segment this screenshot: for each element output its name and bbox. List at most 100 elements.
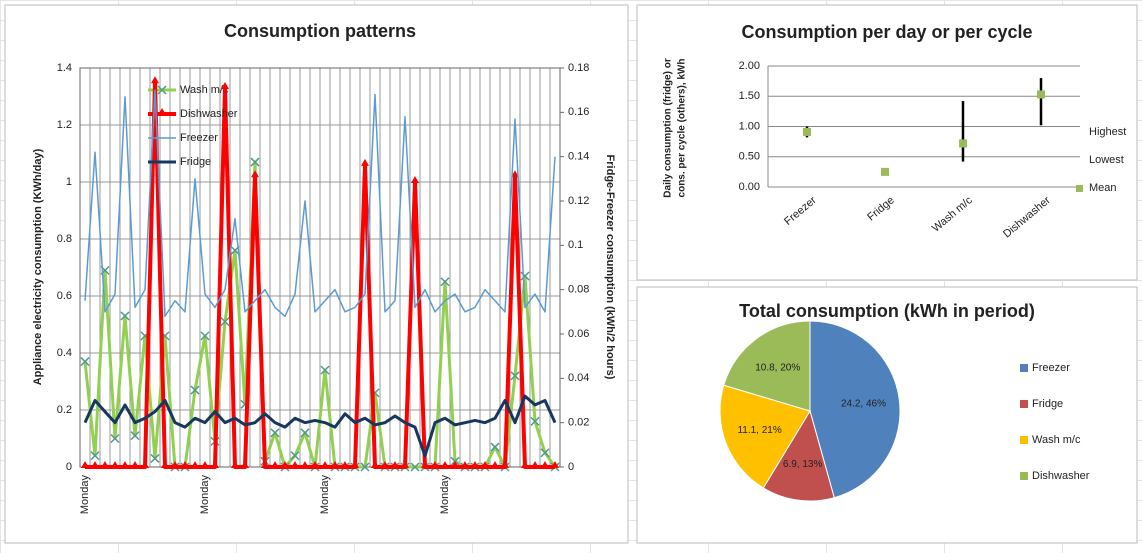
legend-label: Fridge bbox=[180, 156, 211, 168]
mean-marker bbox=[803, 127, 811, 136]
y2-tick-label: 0.06 bbox=[568, 328, 589, 340]
y-tick-label: 1 bbox=[66, 176, 72, 188]
legend-label: Wash m/c bbox=[1032, 434, 1081, 446]
marker bbox=[411, 176, 419, 183]
marker bbox=[90, 451, 100, 461]
series-line bbox=[84, 89, 556, 318]
marker bbox=[91, 461, 99, 468]
marker bbox=[301, 461, 309, 468]
y2-tick-label: 0 bbox=[568, 461, 574, 473]
marker bbox=[441, 461, 449, 468]
legend-label: Dishwasher bbox=[1032, 470, 1090, 482]
marker bbox=[491, 461, 499, 468]
marker bbox=[271, 461, 279, 468]
legend-label: Wash m/c bbox=[180, 84, 229, 96]
legend-label: Highest bbox=[1089, 126, 1126, 138]
marker bbox=[440, 277, 450, 287]
mean-marker bbox=[881, 167, 889, 176]
marker bbox=[321, 461, 329, 468]
legend-label: Mean bbox=[1089, 182, 1117, 194]
marker bbox=[80, 357, 90, 367]
marker bbox=[111, 461, 119, 468]
marker bbox=[270, 428, 280, 438]
marker bbox=[110, 433, 120, 444]
y-tick-label: 0.00 bbox=[739, 181, 760, 193]
marker bbox=[410, 462, 420, 472]
marker bbox=[341, 461, 349, 468]
legend-label: Fridge bbox=[1032, 398, 1063, 410]
marker bbox=[231, 461, 239, 468]
pie-slice bbox=[723, 320, 811, 412]
marker bbox=[461, 461, 469, 468]
y-tick-label: 1.2 bbox=[57, 119, 72, 131]
y2-tick-label: 0.1 bbox=[568, 239, 583, 251]
marker bbox=[191, 461, 199, 468]
x-tick-label: Monday bbox=[439, 475, 451, 515]
y-tick-label: 0.2 bbox=[57, 404, 72, 416]
legend-swatch bbox=[1020, 436, 1028, 444]
marker bbox=[220, 317, 230, 327]
marker bbox=[371, 461, 379, 468]
marker bbox=[221, 81, 229, 89]
y-axis-title: cons. per cycle (others), kWh bbox=[677, 59, 688, 198]
y-tick-label: 0.50 bbox=[739, 151, 760, 163]
marker bbox=[501, 461, 509, 468]
chart-title: Consumption patterns bbox=[224, 21, 416, 41]
marker bbox=[200, 331, 210, 341]
y-tick-label: 2.00 bbox=[739, 60, 760, 72]
y-tick-label: 0.6 bbox=[57, 290, 72, 302]
data-label: 24.2, 46% bbox=[841, 398, 886, 409]
marker bbox=[291, 461, 299, 468]
marker bbox=[391, 461, 399, 468]
marker bbox=[540, 448, 550, 458]
marker bbox=[360, 462, 370, 472]
y2-tick-label: 0.12 bbox=[568, 195, 589, 207]
legend-marker bbox=[157, 85, 167, 95]
legend-swatch bbox=[1076, 185, 1083, 192]
marker bbox=[81, 461, 89, 468]
y2-tick-label: 0.04 bbox=[568, 372, 589, 384]
legend-label: Freezer bbox=[1032, 362, 1070, 374]
x-tick-label: Monday bbox=[199, 475, 211, 515]
chart-title: Consumption per day or per cycle bbox=[741, 22, 1032, 42]
marker bbox=[351, 461, 359, 468]
y2-tick-label: 0.16 bbox=[568, 106, 589, 118]
marker bbox=[161, 461, 169, 468]
mean-marker bbox=[1037, 90, 1045, 99]
marker bbox=[261, 461, 269, 468]
marker bbox=[431, 461, 439, 468]
data-label: 10.8, 20% bbox=[755, 362, 800, 373]
legend-label: Lowest bbox=[1089, 154, 1124, 166]
marker bbox=[171, 461, 179, 468]
marker bbox=[201, 461, 209, 468]
marker bbox=[141, 461, 149, 468]
marker bbox=[281, 461, 289, 468]
marker bbox=[530, 416, 540, 426]
marker bbox=[451, 461, 459, 468]
marker bbox=[251, 170, 259, 178]
marker bbox=[541, 461, 549, 468]
marker bbox=[120, 311, 130, 321]
marker bbox=[381, 461, 389, 468]
y2-tick-label: 0.18 bbox=[568, 62, 589, 74]
legend-label: Freezer bbox=[180, 132, 218, 144]
y-tick-label: 0 bbox=[66, 461, 72, 473]
marker bbox=[521, 461, 529, 468]
y-tick-label: 0.8 bbox=[57, 233, 72, 245]
marker bbox=[211, 461, 219, 468]
marker bbox=[490, 442, 500, 452]
marker bbox=[421, 461, 429, 468]
legend-marker bbox=[158, 108, 166, 115]
marker bbox=[250, 157, 260, 167]
x-tick-label: Monday bbox=[79, 475, 91, 515]
marker bbox=[331, 461, 339, 468]
marker bbox=[320, 365, 330, 375]
y2-axis-title: Fridge-Freezer consumption (kWh/2 hours) bbox=[604, 155, 616, 380]
marker bbox=[190, 385, 200, 395]
legend-swatch bbox=[1020, 472, 1028, 480]
pie-slice bbox=[719, 384, 811, 489]
x-tick-label: Monday bbox=[319, 475, 331, 515]
y-tick-label: 1.00 bbox=[739, 120, 760, 132]
y2-tick-label: 0.14 bbox=[568, 151, 589, 163]
